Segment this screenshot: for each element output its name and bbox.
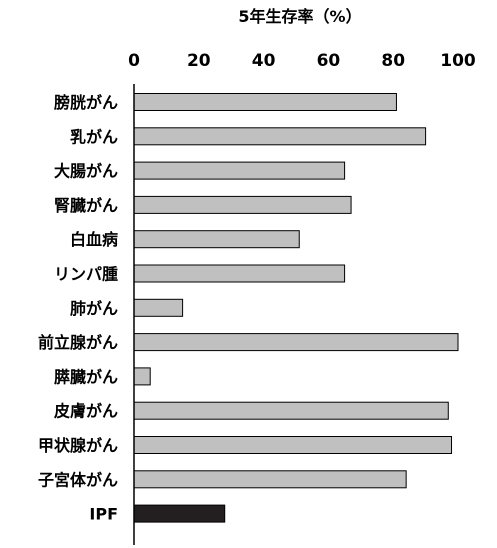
bar-4 [133,230,300,249]
axis-title: 5年生存率（%） [238,7,361,26]
x-tick-label-0: 0 [128,51,140,71]
x-tick-label-40: 40 [252,51,276,71]
bar-5 [133,264,346,283]
bar-8 [133,367,151,386]
bar-11 [133,470,407,489]
category-label-4: 白血病 [70,230,118,249]
category-label-10: 甲状腺がん [38,436,118,455]
x-tick-label-100: 100 [440,51,476,71]
bar-6 [133,298,184,317]
category-label-5: リンパ腫 [54,265,118,284]
bar-10 [133,436,453,454]
category-label-9: 皮膚がん [53,402,118,421]
x-tick-label-20: 20 [187,51,211,71]
category-label-8: 膵臓がん [54,367,118,386]
bar-0 [133,93,397,111]
category-label-11: 子宮体がん [38,470,118,489]
category-label-1: 乳がん [70,127,118,146]
category-label-3: 腎臓がん [54,196,118,215]
bar-7 [133,333,459,352]
bar-2 [133,161,346,180]
x-axis-ticks: 0 20 40 60 80 100 [128,51,476,71]
category-label-7: 前立腺がん [38,333,118,352]
category-labels: 膀胱がん乳がん大腸がん腎臓がん白血病リンパ腫肺がん前立腺がん膵臓がん皮膚がん甲状… [38,93,118,524]
bars [133,93,459,523]
bar-3 [133,195,352,214]
bar-1 [133,127,427,146]
category-label-6: 肺がん [70,299,118,318]
category-label-2: 大腸がん [54,162,118,181]
bar-12 [133,504,226,523]
bar-9 [133,401,449,420]
x-tick-label-60: 60 [317,51,341,71]
category-label-12: IPF [89,505,118,524]
category-label-0: 膀胱がん [54,93,118,112]
x-tick-label-80: 80 [381,51,405,71]
